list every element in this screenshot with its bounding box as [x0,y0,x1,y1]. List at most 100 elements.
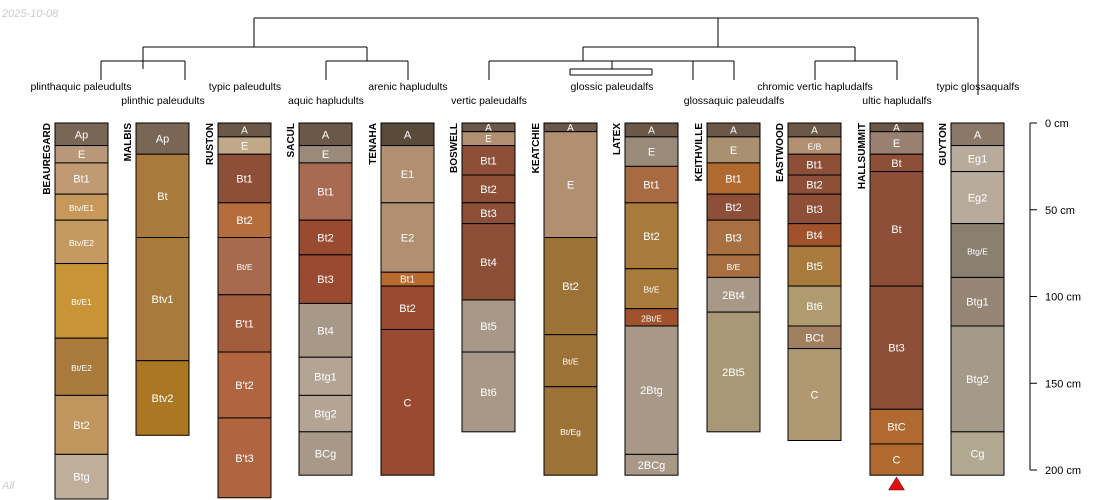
horizon-label: Cg [970,449,984,461]
horizon-label: Bt2 [236,215,253,227]
horizon-label: Btg/E [967,247,988,257]
horizon [869,408,924,445]
horizon [217,202,272,239]
profile-name: HALLSUMMIT [857,123,868,189]
soil-profile: BOSWELL AE Bt1 Bt2 Bt3 Bt4 Bt5 Bt6 [449,122,516,433]
horizon-label: Btg1 [314,371,337,383]
horizon [54,162,109,195]
horizon [869,171,924,287]
horizon-label: E [241,141,248,153]
horizon-label: Bt2 [480,184,497,196]
horizon-label: Bt/Eg [560,427,581,437]
horizon [54,337,109,396]
horizon-label: Bt3 [888,343,905,355]
horizon [706,136,761,164]
horizon [298,356,353,396]
horizon-label: E1 [401,169,414,181]
horizon-label: Btg [73,472,90,484]
horizon [624,165,679,204]
taxon-label: aquic hapludults [288,95,364,107]
taxon-label: glossaquic paleudalfs [684,95,784,107]
horizon-label: Bt2 [806,180,823,192]
horizon [54,219,109,265]
soil-profile: HALLSUMMIT AE Bt Bt Bt3 BtC C [857,122,924,476]
horizon-label: Bt [891,224,901,236]
horizon [543,386,598,476]
soil-profile: BEAUREGARD Ap E Bt1 Btv/E1 Btv/E2 Bt/E1 Bt/E2 Bt… [42,122,109,500]
horizon [787,285,842,327]
horizon [380,285,435,330]
subset-label: All [2,480,15,492]
horizon-label: Bt1 [73,174,90,186]
horizon-label: E [567,180,574,192]
soil-profile: TENAHA A E1 E2 Bt1 Bt2 C [368,122,435,476]
soil-profile: RUSTON AE Bt1 Bt2 Bt/E B't1 B't2 B't3 [205,122,272,499]
horizon [624,136,679,167]
horizon-label: BCg [315,449,336,461]
horizon [543,237,598,336]
taxon-label: typic glossaqualfs [937,81,1020,93]
taxon-label: typic paleudults [209,81,281,93]
profile-name: EASTWOOD [775,123,786,182]
horizon-label: Bt/E2 [71,363,92,373]
depth-tick-label: 150 cm [1045,378,1081,390]
horizon-label: E2 [401,233,414,245]
horizon-label: Btv1 [151,294,173,306]
horizon-label: Bt5 [480,321,497,333]
soil-profile: KEATCHIE A E Bt2 Bt/E Bt/Eg [531,122,598,476]
depth-tick-label: 50 cm [1045,205,1075,217]
horizon-label: Bt6 [806,301,823,313]
date-label: 2025-10-08 [2,8,59,20]
horizon-label: Bt3 [806,204,823,216]
horizon-label: Btv/E1 [69,203,94,213]
horizon [624,453,679,476]
horizon [950,145,1005,173]
horizon-label: A [567,123,574,134]
profile-name: KEATCHIE [531,123,542,174]
horizon-label: Bt2 [73,420,90,432]
horizon-label: A [322,129,330,141]
horizon-label: B't3 [235,453,254,465]
dendrogram [100,17,979,95]
horizon-label: BtC [887,422,905,434]
horizon-label: Bt/E [562,357,578,367]
horizon-label: Bt [157,191,167,203]
horizon-label: Bt2 [725,202,742,214]
horizon-label: Bt1 [643,180,660,192]
horizon-label: E [730,145,737,157]
horizon-label: Bt2 [399,303,416,315]
horizon-label: Ap [156,134,169,146]
horizon-label: Eg2 [968,193,988,205]
horizon [950,276,1005,327]
horizon [461,223,516,301]
horizon-label: Btv/E2 [69,238,94,248]
horizon-label: A [811,125,818,136]
horizon-label: E [78,149,85,161]
horizon [869,285,924,410]
horizon-label: Btg1 [966,297,989,309]
taxon-label: glossic paleudalfs [571,81,654,93]
horizon [135,122,190,155]
horizon-label: A [241,125,248,136]
profile-name: LATEX [612,123,623,155]
horizon [217,351,272,419]
horizon-label: Bt4 [317,325,334,337]
soil-profile: GUYTON A Eg1 Eg2 Btg/E Btg1 Btg2 Cg [938,122,1005,476]
horizon-label: 2Bt4 [722,290,745,302]
horizon [380,202,435,273]
soil-profile: LATEX AE Bt1 Bt2 Bt/E 2Bt/E 2Btg 2BCg [612,122,679,476]
horizon-label: Bt1 [480,155,497,167]
horizon-label: E [485,134,492,145]
horizon [461,174,516,204]
horizon-label: 2BCg [638,460,666,472]
horizon-label: Bt3 [725,233,742,245]
horizon-label: A [485,123,492,134]
horizon [624,325,679,455]
horizon-label: Bt2 [317,233,334,245]
horizon-label: Bt4 [806,230,823,242]
horizon [135,237,190,362]
horizon-label: E [648,147,655,159]
horizon-label: A [648,125,655,136]
horizon [461,145,516,176]
